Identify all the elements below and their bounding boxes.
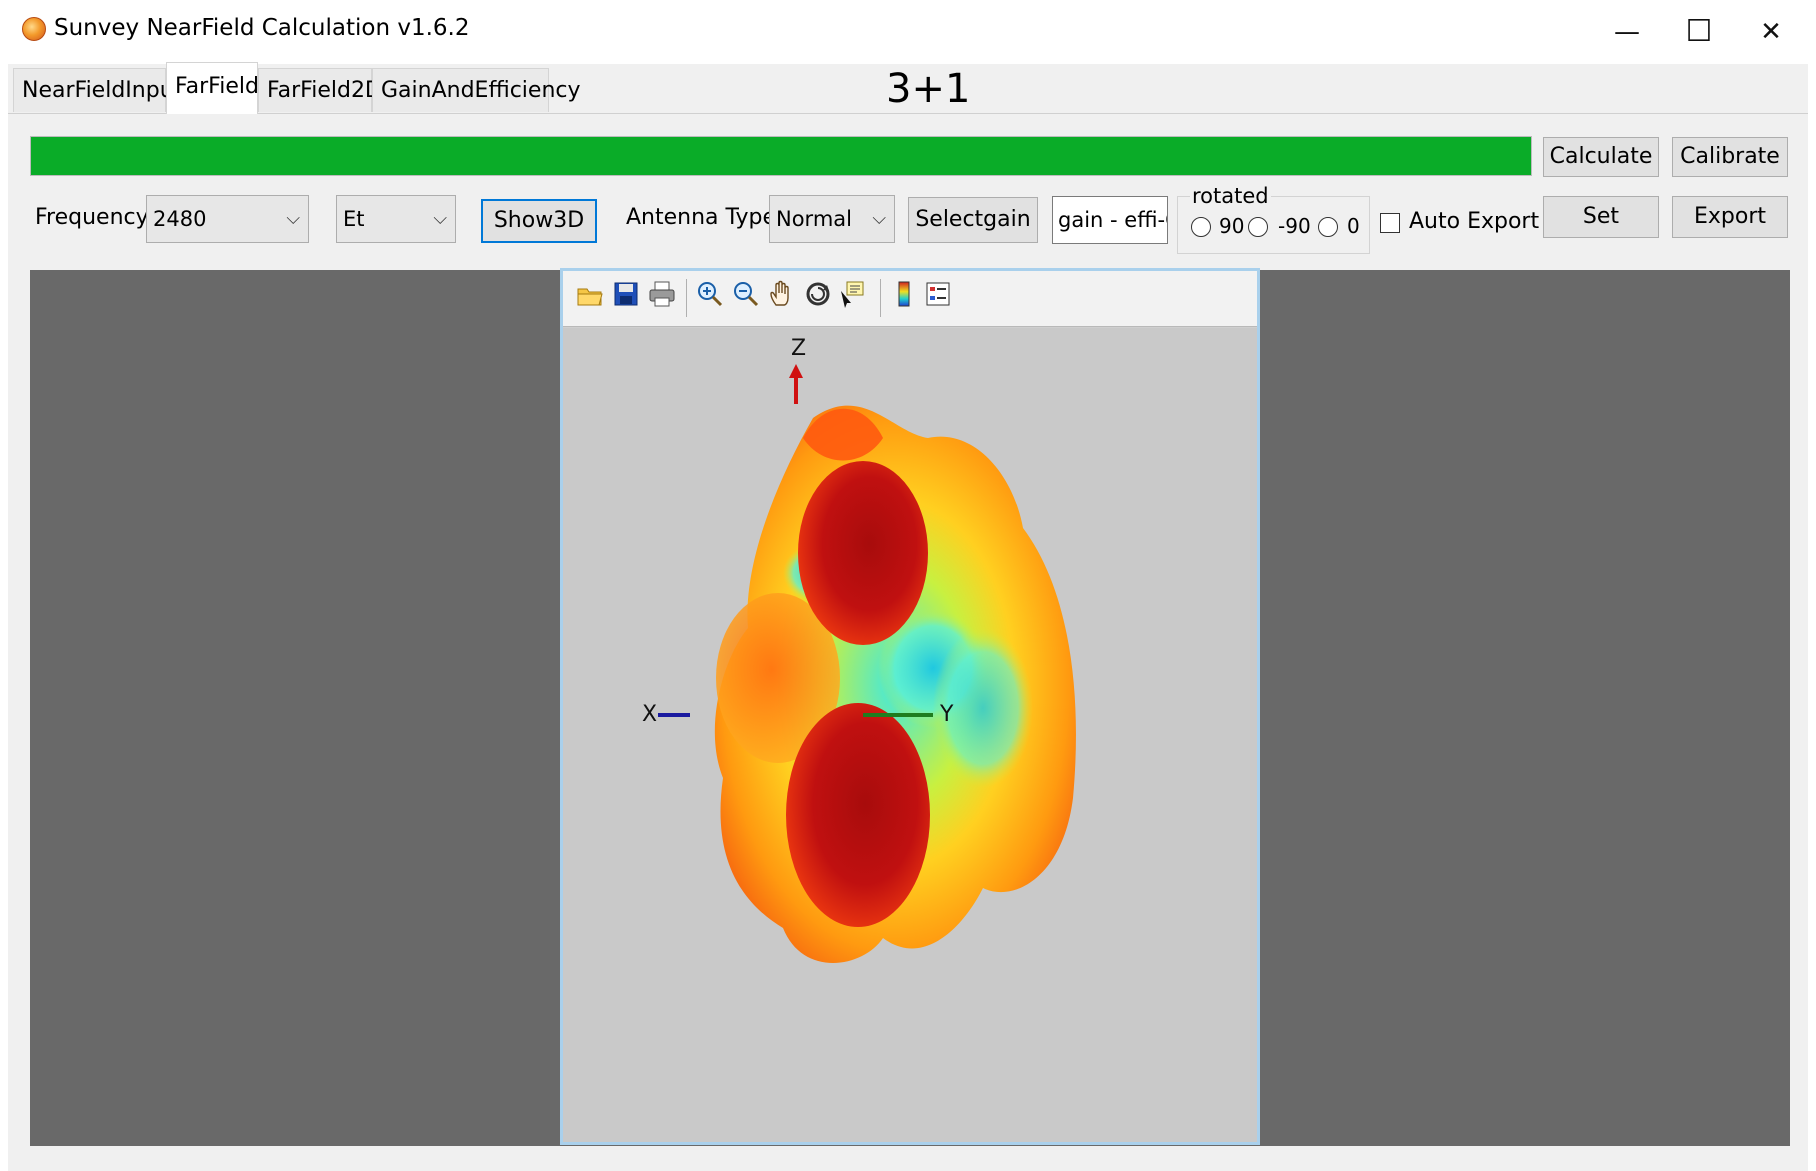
- toolbar-separator: [880, 279, 881, 317]
- rotate-0-label: 0: [1347, 214, 1360, 238]
- export-button[interactable]: Export: [1672, 196, 1788, 238]
- radiation-pattern-3d: [658, 364, 1076, 963]
- window-title: Sunvey NearField Calculation v1.6.2: [54, 15, 470, 41]
- zoom-out-icon[interactable]: [731, 279, 761, 309]
- component-value: Et: [343, 207, 365, 231]
- pattern-top-lobe: [803, 408, 883, 461]
- component-select[interactable]: Et ⌵: [336, 195, 456, 243]
- title-bar: [8, 0, 1808, 64]
- set-button[interactable]: Set: [1543, 196, 1659, 238]
- show3d-button[interactable]: Show3D: [481, 199, 597, 243]
- antenna-type-select[interactable]: Normal ⌵: [769, 195, 895, 243]
- chevron-down-icon: ⌵: [286, 208, 300, 229]
- rotate-neg90-radio[interactable]: [1248, 217, 1268, 237]
- plot-toolbar: [563, 271, 1257, 327]
- app-logo-icon: [22, 17, 46, 41]
- pattern-side-lobe: [716, 593, 840, 763]
- selectgain-button[interactable]: Selectgain: [908, 197, 1038, 243]
- data-cursor-icon[interactable]: [837, 279, 867, 309]
- pattern-main-lobe-upper: [798, 461, 928, 645]
- frequency-label: Frequency: [35, 205, 149, 230]
- rotate-90-label: 90: [1219, 214, 1245, 238]
- rotate-90-radio[interactable]: [1191, 217, 1211, 237]
- auto-export-label: Auto Export: [1409, 209, 1540, 234]
- gain-textbox[interactable]: gain - effi-C: [1052, 196, 1168, 244]
- chevron-down-icon: ⌵: [433, 208, 447, 229]
- rotated-label: rotated: [1190, 184, 1271, 208]
- zoom-in-icon[interactable]: [695, 279, 725, 309]
- print-icon[interactable]: [647, 279, 677, 309]
- chevron-down-icon: ⌵: [872, 208, 886, 229]
- z-axis-arrow: [789, 364, 803, 378]
- overlay-label: 3+1: [886, 66, 971, 112]
- maximize-button[interactable]: ☐: [1685, 14, 1713, 49]
- z-axis-label: Z: [791, 336, 807, 361]
- x-axis-label: X: [642, 702, 658, 727]
- save-icon[interactable]: [611, 279, 641, 309]
- rotate-icon[interactable]: [803, 279, 833, 309]
- antenna-type-label: Antenna Type: [626, 205, 777, 230]
- antenna-type-value: Normal: [776, 207, 852, 231]
- tab-nearfieldinput[interactable]: NearFieldInput: [13, 68, 182, 112]
- calibrate-button[interactable]: Calibrate: [1672, 137, 1788, 177]
- colorbar-icon[interactable]: [889, 279, 919, 309]
- close-button[interactable]: ✕: [1760, 17, 1782, 47]
- calculate-button[interactable]: Calculate: [1543, 137, 1659, 177]
- tab-farfield2d[interactable]: FarField2D: [258, 68, 382, 112]
- pattern-main-lobe-lower: [786, 703, 930, 927]
- auto-export-checkbox[interactable]: [1380, 213, 1400, 233]
- tab-gainandefficiency[interactable]: GainAndEfficiency: [372, 68, 581, 112]
- rotate-0-radio[interactable]: [1318, 217, 1338, 237]
- open-icon[interactable]: [575, 279, 605, 309]
- tab-farfield[interactable]: FarField: [166, 62, 259, 114]
- pattern-null-region: [933, 628, 1033, 788]
- y-axis-label: Y: [940, 702, 954, 727]
- pan-hand-icon[interactable]: [767, 279, 797, 309]
- minimize-button[interactable]: —: [1614, 17, 1640, 47]
- plot-canvas[interactable]: Z X Y: [563, 328, 1257, 1142]
- progress-bar-fill: [31, 137, 1531, 175]
- frequency-select[interactable]: 2480 ⌵: [146, 195, 309, 243]
- toolbar-separator: [686, 279, 687, 317]
- rotated-groupbox: [1177, 196, 1370, 254]
- rotate-neg90-label: -90: [1278, 214, 1311, 238]
- progress-bar: [30, 136, 1532, 176]
- frequency-value: 2480: [153, 207, 207, 231]
- legend-icon[interactable]: [923, 279, 953, 309]
